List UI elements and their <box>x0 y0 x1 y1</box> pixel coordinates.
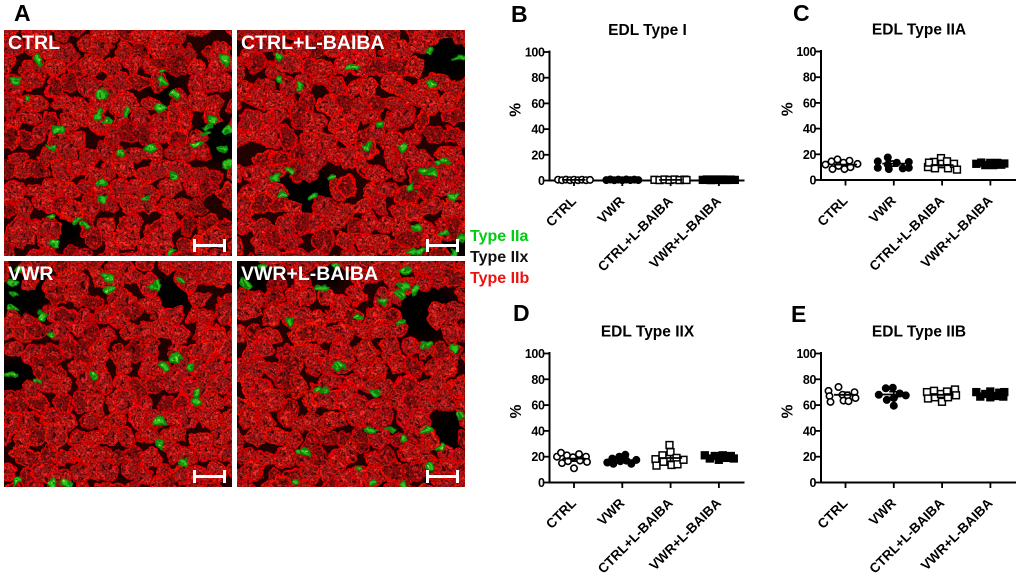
svg-text:%: % <box>508 404 525 418</box>
svg-text:60: 60 <box>531 399 545 413</box>
svg-text:EDL Type IIA: EDL Type IIA <box>872 22 966 39</box>
svg-text:%: % <box>779 404 796 418</box>
svg-text:CTRL+L-BAIBA: CTRL+L-BAIBA <box>241 32 385 54</box>
svg-text:80: 80 <box>803 373 817 387</box>
svg-text:CTRL: CTRL <box>8 32 60 54</box>
svg-text:40: 40 <box>803 424 817 438</box>
svg-text:Type IIb: Type IIb <box>470 270 529 287</box>
svg-text:CTRL: CTRL <box>815 496 851 532</box>
svg-text:%: % <box>508 103 525 117</box>
svg-text:E: E <box>791 301 806 327</box>
svg-text:100: 100 <box>525 46 545 60</box>
svg-text:40: 40 <box>803 122 817 136</box>
svg-text:60: 60 <box>531 97 545 111</box>
svg-text:0: 0 <box>809 476 816 490</box>
svg-text:20: 20 <box>803 148 817 162</box>
svg-text:0: 0 <box>809 174 816 188</box>
svg-text:80: 80 <box>803 71 817 85</box>
svg-text:EDL Type I: EDL Type I <box>608 22 687 39</box>
svg-text:B: B <box>511 1 528 27</box>
svg-text:CTRL: CTRL <box>815 193 851 229</box>
svg-text:0: 0 <box>538 174 545 188</box>
svg-text:VWR: VWR <box>866 193 899 226</box>
svg-text:EDL Type IIX: EDL Type IIX <box>601 324 695 341</box>
svg-text:60: 60 <box>803 96 817 110</box>
svg-text:100: 100 <box>796 45 816 59</box>
svg-text:VWR: VWR <box>595 193 628 226</box>
svg-text:80: 80 <box>531 71 545 85</box>
svg-text:A: A <box>14 0 31 26</box>
svg-text:%: % <box>779 102 796 116</box>
svg-text:20: 20 <box>803 450 817 464</box>
svg-text:40: 40 <box>531 123 545 137</box>
svg-text:0: 0 <box>538 476 545 490</box>
svg-text:VWR: VWR <box>8 263 54 285</box>
svg-text:60: 60 <box>803 399 817 413</box>
svg-text:VWR+L-BAIBA: VWR+L-BAIBA <box>241 263 378 285</box>
svg-text:CTRL: CTRL <box>543 496 579 532</box>
svg-text:C: C <box>793 0 810 26</box>
svg-text:80: 80 <box>531 373 545 387</box>
svg-text:Type IIa: Type IIa <box>470 228 528 245</box>
svg-text:EDL Type IIB: EDL Type IIB <box>872 324 966 341</box>
svg-text:100: 100 <box>796 347 816 361</box>
svg-text:Type IIx: Type IIx <box>470 249 528 266</box>
svg-text:VWR: VWR <box>595 495 628 528</box>
svg-text:VWR: VWR <box>866 495 899 528</box>
svg-text:D: D <box>513 300 530 326</box>
svg-text:20: 20 <box>531 148 545 162</box>
svg-text:100: 100 <box>525 347 545 361</box>
svg-text:40: 40 <box>531 424 545 438</box>
svg-text:20: 20 <box>531 450 545 464</box>
svg-text:CTRL: CTRL <box>543 194 579 230</box>
